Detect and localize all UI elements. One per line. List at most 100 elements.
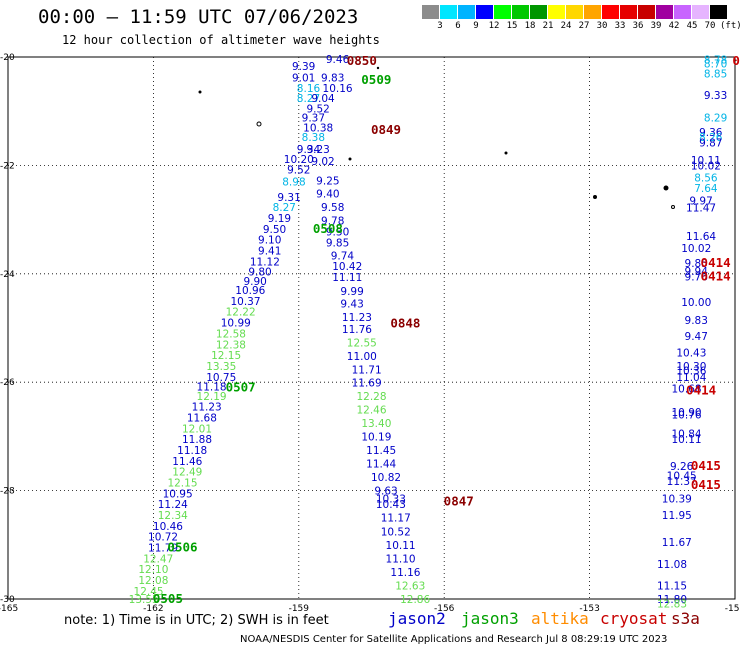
wave-height-value: 12.63 — [395, 580, 425, 592]
wave-height-value: 13.35 — [206, 361, 236, 373]
pass-time-label: 08 — [732, 53, 740, 68]
wave-height-value: 10.42 — [332, 261, 362, 273]
legend-item-jason3: jason3 — [461, 609, 519, 628]
lat-tick-label: -20 — [0, 53, 15, 63]
wave-height-value: 11.00 — [347, 351, 377, 363]
island-dot — [663, 185, 669, 191]
wave-height-value: 10.20 — [284, 154, 314, 166]
lon-tick-label: -159 — [289, 604, 310, 614]
pass-time-label: 0848 — [390, 316, 420, 331]
island-dot — [198, 90, 202, 94]
wave-height-value: 11.47 — [686, 203, 716, 215]
wave-height-value: 9.99 — [340, 286, 363, 298]
island-dot — [256, 121, 262, 127]
wave-height-value: 10.99 — [221, 318, 251, 330]
pass-time-label: 0414 — [701, 269, 731, 284]
wave-height-value: 11.37 — [667, 476, 697, 488]
lon-tick-label: -153 — [579, 604, 599, 614]
wave-height-value: 8.27 — [297, 93, 320, 105]
wave-height-value: 12.47 — [143, 553, 173, 565]
wave-height-value: 10.52 — [381, 526, 411, 538]
color-scale-label: 24 — [560, 21, 572, 31]
wave-height-value: 10.68 — [672, 384, 702, 396]
pass-time-label: 0506 — [167, 540, 197, 555]
lat-tick-label: -22 — [0, 161, 15, 171]
wave-height-value: 9.26 — [670, 461, 694, 473]
legend-item-jason2: jason2 — [388, 609, 446, 628]
pass-time-label: 0847 — [444, 493, 474, 508]
color-scale-label: 3 — [437, 21, 443, 31]
wave-height-value: 13.55 — [129, 594, 159, 606]
wave-height-value: 10.30 — [676, 361, 706, 373]
color-scale-label: 18 — [524, 21, 536, 31]
page-subtitle: 12 hour collection of altimeter wave hei… — [62, 33, 380, 47]
wave-height-value: 7.64 — [694, 183, 718, 195]
wave-height-value: 9.90 — [243, 276, 266, 288]
wave-height-value: 9.41 — [258, 245, 281, 257]
color-scale-label: 15 — [506, 21, 518, 31]
lon-tick-label: -150 — [725, 604, 740, 614]
color-scale-label: 45 — [686, 21, 698, 31]
wave-height-value: 9.94 — [685, 266, 709, 278]
wave-height-value: 13.40 — [361, 418, 391, 430]
wave-height-value: 10.95 — [163, 488, 193, 500]
wave-height-value: 9.47 — [685, 331, 708, 343]
pass-time-label: 0507 — [226, 380, 256, 395]
lon-tick-label: -162 — [143, 604, 163, 614]
color-scale-label: 27 — [578, 21, 590, 31]
wave-height-value: 10.02 — [681, 243, 711, 255]
legend-item-cryosat: cryosat — [600, 609, 668, 628]
wave-height-value: 9.63 — [374, 486, 397, 498]
wave-height-value: 10.90 — [672, 407, 702, 419]
wave-height-value: 12.22 — [226, 307, 256, 319]
wave-height-value: 10.16 — [323, 83, 353, 95]
axis-ticks: -165 -162 -159 -156 -153 -150 -20 -22 -24 -26 -28 -… — [0, 53, 740, 614]
wave-height-value: 9.04 — [311, 93, 335, 105]
wave-height-value: 12.08 — [138, 575, 168, 587]
color-scale-swatch — [458, 5, 475, 19]
wave-height-value: 9.52 — [306, 103, 329, 115]
wave-height-value: 10.45 — [667, 470, 697, 482]
wave-height-value: 11.88 — [182, 434, 212, 446]
wave-height-value: 12.15 — [167, 477, 197, 489]
pass-time-label: 0415 — [691, 458, 721, 473]
lat-tick-label: -26 — [0, 378, 15, 388]
color-scale-label: 36 — [632, 21, 644, 31]
wave-height-value: 8.78 — [704, 55, 727, 67]
island-dot — [504, 151, 508, 155]
wave-height-value: 11.95 — [662, 510, 692, 522]
wave-height-value: 8.16 — [297, 83, 321, 95]
color-scale-label: 70 — [704, 21, 716, 31]
color-scale-label: 33 — [614, 21, 626, 31]
legend-item-s3a: s3a — [671, 609, 700, 628]
wave-height-value: 9.36 — [699, 127, 723, 139]
pass-time-labels: 0850 0509 0849 0508 0848 0507 0847 0506 0505 0414… — [153, 53, 740, 606]
wave-height-value: 8.56 — [694, 172, 718, 184]
wave-height-value: 12.49 — [172, 467, 202, 479]
island-dot — [671, 205, 675, 209]
wave-height-value: 9.01 — [292, 73, 315, 85]
wave-height-value: 9.19 — [268, 213, 291, 225]
pass-time-label: 0850 — [347, 53, 377, 68]
islands — [198, 66, 675, 209]
wave-height-value: 11.45 — [366, 445, 396, 457]
wave-height-value: 9.50 — [263, 224, 286, 236]
wave-height-value: 9.78 — [321, 216, 344, 228]
wave-height-value: 9.83 — [321, 73, 344, 85]
wave-height-value: 12.55 — [347, 338, 377, 350]
color-scale-label: 12 — [488, 21, 500, 31]
wave-height-value: 11.46 — [172, 456, 202, 468]
wave-height-value: 11.15 — [657, 580, 687, 592]
color-scale-label: 9 — [473, 21, 479, 31]
wave-height-value: 12.58 — [216, 328, 246, 340]
color-scale-swatch — [440, 5, 457, 19]
wave-height-value: 12.28 — [356, 391, 386, 403]
wave-height-value: 12.19 — [197, 391, 227, 403]
wave-height-value: 10.72 — [148, 532, 178, 544]
wave-height-value: 10.11 — [691, 155, 721, 167]
wave-height-value: 9.34 — [297, 144, 321, 156]
color-scale-swatch — [494, 5, 511, 19]
color-scale-label: 39 — [650, 21, 662, 31]
wave-height-value: 11.08 — [657, 559, 687, 571]
wave-height-values: 9.469.399.01 9.838.16 10.168.279.049.529.3… — [129, 54, 728, 610]
